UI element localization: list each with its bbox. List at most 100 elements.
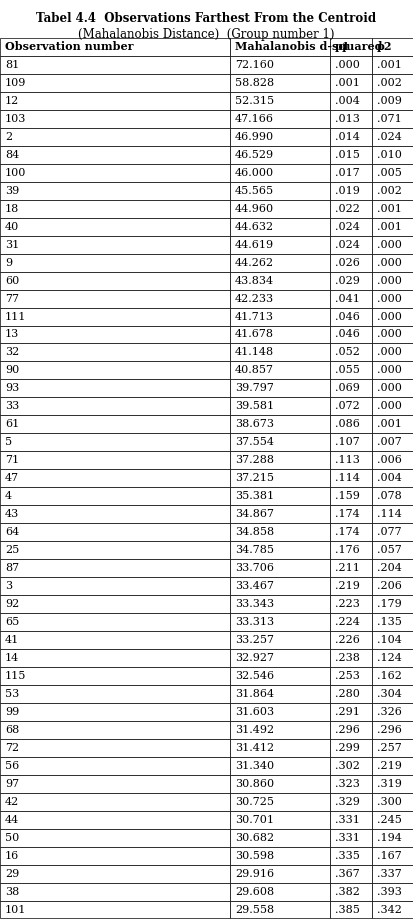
Text: 42.233: 42.233 [235, 293, 274, 303]
Text: 41.148: 41.148 [235, 347, 274, 357]
Text: 41.713: 41.713 [235, 312, 274, 322]
Text: 87: 87 [5, 563, 19, 573]
Text: .385: .385 [335, 904, 360, 914]
Bar [330, 559, 372, 577]
Text: .302: .302 [335, 761, 360, 771]
Text: 9: 9 [5, 257, 12, 267]
Bar [0, 325, 230, 344]
Bar [372, 199, 413, 218]
Bar [372, 235, 413, 254]
Bar [330, 829, 372, 846]
Bar [372, 829, 413, 846]
Text: .280: .280 [335, 689, 360, 698]
Text: .335: .335 [335, 851, 360, 860]
Bar [230, 865, 330, 882]
Bar [372, 56, 413, 74]
Text: .001: .001 [377, 419, 401, 429]
Bar [0, 523, 230, 541]
Bar [230, 397, 330, 415]
Bar [372, 595, 413, 613]
Text: 30.701: 30.701 [235, 814, 274, 824]
Text: .015: .015 [335, 150, 360, 160]
Bar [230, 74, 330, 92]
Text: 45.565: 45.565 [235, 186, 274, 196]
Bar [372, 74, 413, 92]
Bar [330, 577, 372, 595]
Text: 77: 77 [5, 293, 19, 303]
Text: .006: .006 [377, 455, 401, 465]
Bar [230, 38, 330, 56]
Text: .174: .174 [335, 509, 360, 519]
Bar [372, 325, 413, 344]
Text: 100: 100 [5, 168, 26, 177]
Bar [0, 56, 230, 74]
Text: Observation number: Observation number [5, 41, 133, 52]
Bar [330, 775, 372, 793]
Text: .000: .000 [377, 276, 401, 286]
Text: .001: .001 [377, 204, 401, 214]
Bar [330, 505, 372, 523]
Text: 16: 16 [5, 851, 19, 860]
Bar [330, 595, 372, 613]
Text: 29: 29 [5, 868, 19, 879]
Bar [330, 901, 372, 918]
Bar [330, 272, 372, 289]
Text: .326: .326 [377, 707, 401, 717]
Text: 111: 111 [5, 312, 26, 322]
Bar [372, 380, 413, 397]
Bar [330, 308, 372, 325]
Text: .055: .055 [335, 366, 360, 376]
Bar [0, 865, 230, 882]
Bar [330, 254, 372, 272]
Text: .393: .393 [377, 887, 401, 897]
Bar [230, 703, 330, 720]
Bar [230, 235, 330, 254]
Bar [330, 344, 372, 361]
Text: .013: .013 [335, 114, 360, 124]
Text: 46.990: 46.990 [235, 131, 274, 142]
Text: 68: 68 [5, 725, 19, 735]
Bar [330, 199, 372, 218]
Text: 93: 93 [5, 383, 19, 393]
Text: 31: 31 [5, 240, 19, 250]
Bar [0, 164, 230, 182]
Text: .001: .001 [377, 221, 401, 232]
Text: 92: 92 [5, 599, 19, 609]
Text: 40: 40 [5, 221, 19, 232]
Text: 103: 103 [5, 114, 26, 124]
Bar [0, 703, 230, 720]
Text: 31.864: 31.864 [235, 689, 274, 698]
Text: .107: .107 [335, 437, 360, 448]
Bar [0, 146, 230, 164]
Text: .007: .007 [377, 437, 401, 448]
Text: 29.558: 29.558 [235, 904, 274, 914]
Text: 84: 84 [5, 150, 19, 160]
Bar [0, 128, 230, 146]
Text: 56: 56 [5, 761, 19, 771]
Text: 39: 39 [5, 186, 19, 196]
Text: 65: 65 [5, 617, 19, 627]
Text: Mahalanobis d-squared: Mahalanobis d-squared [235, 41, 382, 52]
Bar [0, 308, 230, 325]
Text: .014: .014 [335, 131, 360, 142]
Text: .114: .114 [335, 473, 360, 483]
Text: 60: 60 [5, 276, 19, 286]
Text: .071: .071 [377, 114, 401, 124]
Text: 12: 12 [5, 96, 19, 106]
Bar [372, 703, 413, 720]
Text: .002: .002 [377, 78, 401, 88]
Bar [0, 846, 230, 865]
Text: 41.678: 41.678 [235, 330, 274, 339]
Text: .002: .002 [377, 186, 401, 196]
Text: .069: .069 [335, 383, 360, 393]
Bar [230, 505, 330, 523]
Text: .000: .000 [377, 293, 401, 303]
Text: 33: 33 [5, 402, 19, 412]
Text: 81: 81 [5, 60, 19, 70]
Bar [0, 272, 230, 289]
Text: 34.785: 34.785 [235, 545, 274, 555]
Bar [0, 649, 230, 667]
Bar [372, 415, 413, 434]
Bar [230, 829, 330, 846]
Bar [0, 613, 230, 631]
